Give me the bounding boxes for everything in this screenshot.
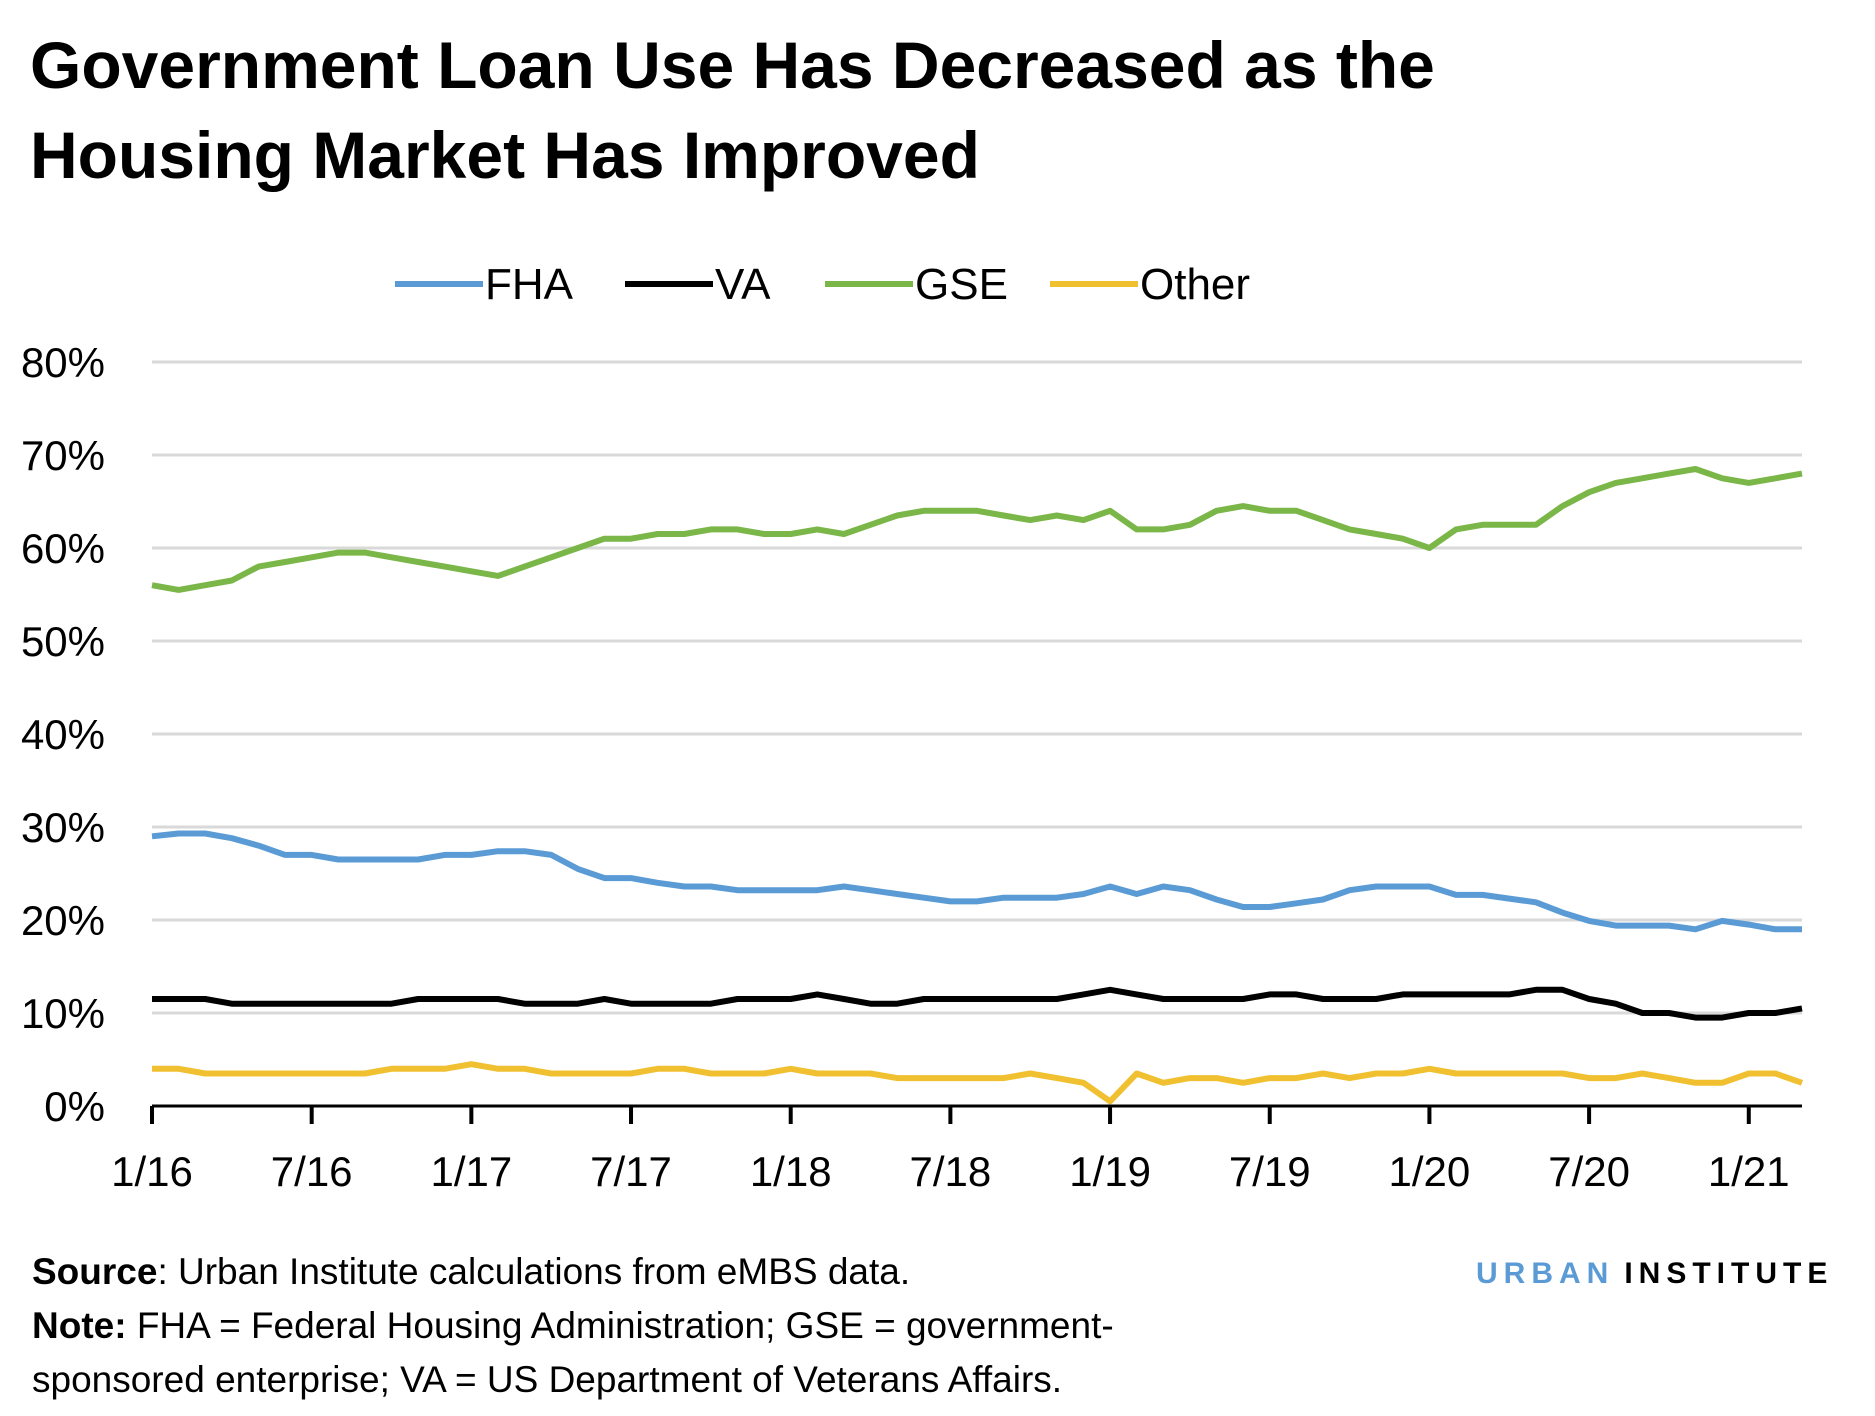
y-tick-label: 20% (21, 897, 105, 944)
y-tick-label: 50% (21, 618, 105, 665)
legend-label-gse: GSE (915, 260, 1008, 309)
legend-label-va: VA (715, 260, 771, 309)
note-text-1: FHA = Federal Housing Administration; GS… (127, 1305, 1114, 1346)
logo-word-institute: INSTITUTE (1624, 1257, 1833, 1290)
gridlines (152, 360, 1802, 1015)
legend-label-other: Other (1140, 260, 1250, 309)
chart-title-line-1: Government Loan Use Has Decreased as the (30, 28, 1435, 102)
urban-institute-logo: URBAN INSTITUTE (1476, 1257, 1833, 1290)
series-line-va (152, 986, 1803, 1021)
legend-label-fha: FHA (485, 260, 574, 309)
series-line-fha (151, 830, 1802, 933)
series-lines (151, 466, 1803, 1105)
logo-word-urban: URBAN (1476, 1257, 1614, 1290)
x-tick-label: 7/18 (910, 1148, 992, 1195)
y-tick-label: 0% (44, 1083, 105, 1130)
note-label: Note: (32, 1305, 127, 1346)
y-tick-label: 10% (21, 990, 105, 1037)
x-tick-label: 7/17 (590, 1148, 672, 1195)
y-axis: 0% 10% 20% 30% 40% 50% 60% 70% 80% (21, 339, 105, 1130)
x-axis: 1/16 7/16 1/17 7/17 1/18 7/18 1/19 7/19 1/20 7/20… (111, 1104, 1802, 1195)
note: Note: FHA = Federal Housing Administrati… (32, 1305, 1114, 1346)
x-tick-label: 1/16 (111, 1148, 193, 1195)
note-text-2: sponsored enterprise; VA = US Department… (32, 1359, 1062, 1400)
legend: FHA VA GSE Other (395, 260, 1250, 309)
x-tick-label: 7/16 (271, 1148, 353, 1195)
y-tick-label: 80% (21, 339, 105, 386)
series-line-gse (151, 466, 1803, 593)
y-tick-label: 70% (21, 432, 105, 479)
source-note: Source: Urban Institute calculations fro… (32, 1251, 910, 1292)
series-line-other (152, 1061, 1803, 1105)
x-tick-label: 7/20 (1548, 1148, 1630, 1195)
x-tick-label: 1/19 (1069, 1148, 1151, 1195)
x-tick-label: 7/19 (1229, 1148, 1311, 1195)
chart-title-line-2: Housing Market Has Improved (30, 118, 980, 192)
x-tick-label: 1/17 (430, 1148, 512, 1195)
source-label: Source (32, 1251, 157, 1292)
x-tick-label: 1/20 (1389, 1148, 1471, 1195)
x-tick-label: 1/21 (1708, 1148, 1790, 1195)
source-text: : Urban Institute calculations from eMBS… (157, 1251, 910, 1292)
y-tick-label: 60% (21, 525, 105, 572)
x-tick-label: 1/18 (750, 1148, 832, 1195)
y-tick-label: 40% (21, 711, 105, 758)
y-tick-label: 30% (21, 804, 105, 851)
